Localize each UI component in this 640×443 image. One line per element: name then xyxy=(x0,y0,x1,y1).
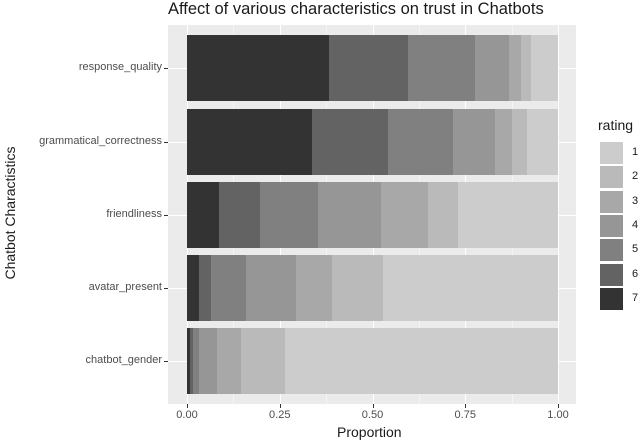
bar-friendliness xyxy=(187,182,558,248)
x-tick xyxy=(558,404,559,408)
y-tick-label: response_quality xyxy=(78,61,162,73)
bar-segment-rating-6 xyxy=(189,328,193,394)
chart-title: Affect of various characteristics on tru… xyxy=(168,0,544,18)
legend-label: 4 xyxy=(632,218,639,231)
x-tick-label: 0.75 xyxy=(454,409,476,421)
bar-segment-rating-6 xyxy=(329,35,409,101)
bar-segment-rating-6 xyxy=(312,109,389,175)
bar-segment-rating-3 xyxy=(296,255,333,321)
legend-label: 2 xyxy=(632,170,639,183)
y-tick xyxy=(164,142,168,143)
x-tick-label: 1.00 xyxy=(547,409,569,421)
y-tick xyxy=(164,68,168,69)
bar-segment-rating-7 xyxy=(187,109,313,175)
legend-key-5 xyxy=(600,239,623,262)
bar-segment-rating-4 xyxy=(245,255,297,321)
bar-grammatical_correctness xyxy=(187,109,558,175)
y-tick xyxy=(164,215,168,216)
legend-label: 7 xyxy=(632,291,639,304)
x-tick xyxy=(279,404,281,408)
x-tick-label: 0.00 xyxy=(176,409,198,421)
bar-segment-rating-1 xyxy=(284,328,558,394)
bar-segment-rating-4 xyxy=(452,109,495,175)
bar-segment-rating-5 xyxy=(260,182,318,248)
bar-segment-rating-2 xyxy=(428,182,458,248)
bar-segment-rating-5 xyxy=(211,255,246,321)
legend-label: 1 xyxy=(632,146,639,158)
legend-key-1 xyxy=(600,142,623,164)
bar-segment-rating-7 xyxy=(187,328,190,394)
x-tick xyxy=(465,404,467,408)
legend-key-6 xyxy=(600,263,623,286)
y-tick-label: friendliness xyxy=(106,208,162,220)
x-tick-label: 0.50 xyxy=(361,409,384,421)
legend-key-7 xyxy=(600,287,623,310)
bar-segment-rating-2 xyxy=(520,35,531,101)
y-tick xyxy=(164,288,168,289)
bar-segment-rating-1 xyxy=(382,255,558,321)
bar-segment-rating-4 xyxy=(198,328,217,394)
bar-segment-rating-1 xyxy=(526,109,558,175)
legend-label: 6 xyxy=(632,267,639,280)
x-axis-title: Proportion xyxy=(337,424,402,440)
plot-panel xyxy=(168,25,576,404)
y-tick-label: chatbot_gender xyxy=(85,354,162,366)
legend-title: rating xyxy=(598,117,634,133)
y-axis-title: Chatbot Charactistics xyxy=(2,146,18,280)
bar-segment-rating-5 xyxy=(192,328,199,394)
bar-segment-rating-1 xyxy=(530,35,558,101)
bar-segment-rating-1 xyxy=(457,182,558,248)
bar-segment-rating-2 xyxy=(511,109,527,175)
bar-segment-rating-6 xyxy=(198,255,212,321)
y-tick-label: grammatical_correctness xyxy=(39,135,162,147)
legend-key-3 xyxy=(600,190,623,213)
y-tick-label: avatar_present xyxy=(88,281,162,293)
bar-segment-rating-5 xyxy=(408,35,475,101)
legend-label: 3 xyxy=(632,194,639,207)
legend-key-4 xyxy=(600,214,623,237)
bar-segment-rating-4 xyxy=(317,182,381,248)
bar-segment-rating-7 xyxy=(187,35,330,101)
bar-response_quality xyxy=(187,35,558,101)
x-tick-label: 0.25 xyxy=(269,409,291,421)
legend-key-2 xyxy=(600,166,623,189)
bar-chatbot_gender xyxy=(187,328,558,394)
y-tick xyxy=(164,361,168,362)
x-tick xyxy=(372,404,374,408)
bar-segment-rating-7 xyxy=(187,182,219,248)
bar-segment-rating-3 xyxy=(508,35,521,101)
bar-segment-rating-2 xyxy=(332,255,383,321)
bar-avatar_present xyxy=(187,255,558,321)
bar-segment-rating-7 xyxy=(187,255,199,321)
bar-segment-rating-3 xyxy=(381,182,429,248)
bar-segment-rating-2 xyxy=(241,328,285,394)
bar-segment-rating-3 xyxy=(217,328,242,394)
legend-label: 5 xyxy=(632,243,639,256)
bar-segment-rating-3 xyxy=(494,109,512,175)
bar-segment-rating-6 xyxy=(218,182,261,248)
major-gridline xyxy=(558,25,559,404)
x-tick xyxy=(187,404,188,408)
bar-segment-rating-5 xyxy=(388,109,453,175)
bar-segment-rating-4 xyxy=(474,35,509,101)
